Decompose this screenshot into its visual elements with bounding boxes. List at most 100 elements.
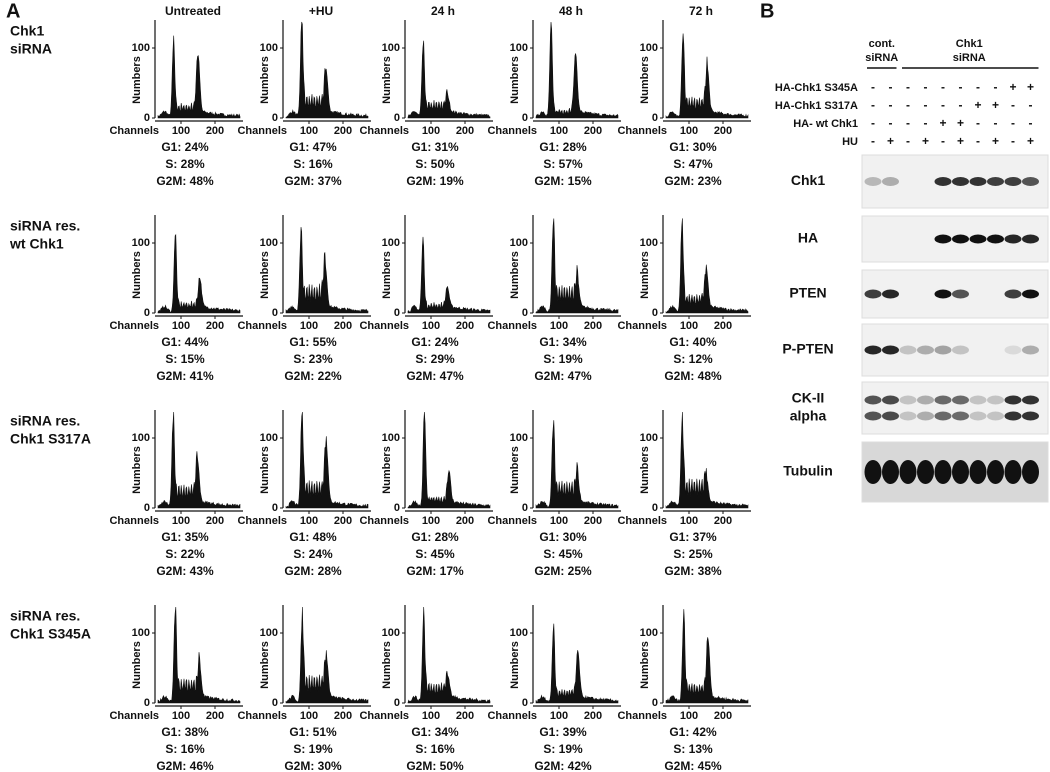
- cell-cycle-percent: G2M: 41%: [156, 369, 214, 383]
- y-tick-label: 100: [260, 432, 278, 444]
- cell-cycle-percent: S: 23%: [293, 352, 333, 366]
- y-tick-label: 100: [382, 237, 400, 249]
- y-axis-label: Numbers: [131, 641, 143, 689]
- treatment-label: HA-Chk1 S345A: [775, 82, 858, 94]
- y-tick-label: 100: [510, 432, 528, 444]
- cell-cycle-percent: S: 57%: [543, 157, 583, 171]
- lane-sign: -: [889, 116, 893, 130]
- y-tick-label: 100: [260, 627, 278, 639]
- y-axis-label: Numbers: [259, 446, 271, 494]
- cell-cycle-percent: S: 13%: [673, 742, 713, 756]
- x-tick-label: 100: [422, 320, 440, 332]
- cell-cycle-percent: G2M: 17%: [406, 564, 464, 578]
- cell-cycle-percent: G1: 42%: [669, 725, 717, 739]
- lane-sign: -: [994, 80, 998, 94]
- cell-cycle-percent: S: 24%: [293, 547, 333, 561]
- band: [1022, 395, 1039, 405]
- x-axis-label: Channels: [487, 125, 537, 137]
- cell-cycle-percent: G1: 30%: [669, 140, 717, 154]
- y-axis-label: Numbers: [259, 56, 271, 104]
- cell-cycle-percent: S: 28%: [165, 157, 205, 171]
- lane-sign: -: [1011, 116, 1015, 130]
- band: [952, 234, 969, 244]
- cell-cycle-percent: G2M: 19%: [406, 174, 464, 188]
- cell-cycle-percent: G2M: 30%: [284, 759, 342, 772]
- lane-sign: +: [957, 134, 964, 148]
- band: [1004, 395, 1022, 405]
- y-tick-label: 100: [382, 432, 400, 444]
- row-label: siRNA res.: [10, 608, 80, 624]
- x-tick-label: 200: [334, 320, 352, 332]
- x-tick-label: 200: [714, 320, 732, 332]
- cell-cycle-percent: G1: 34%: [411, 725, 459, 739]
- x-tick-label: 100: [422, 515, 440, 527]
- lane-sign: -: [871, 98, 875, 112]
- column-header: 72 h: [689, 4, 713, 18]
- y-tick-label: 0: [394, 697, 400, 709]
- y-axis-label: Numbers: [131, 56, 143, 104]
- x-axis-label: Channels: [487, 710, 537, 722]
- band: [917, 395, 934, 405]
- cell-cycle-percent: G1: 28%: [539, 140, 587, 154]
- x-axis-label: Channels: [617, 125, 667, 137]
- x-tick-label: 100: [680, 125, 698, 137]
- y-axis-label: Numbers: [509, 446, 521, 494]
- cell-cycle-percent: G1: 31%: [411, 140, 459, 154]
- x-tick-label: 100: [300, 125, 318, 137]
- y-tick-label: 0: [144, 112, 150, 124]
- x-tick-label: 200: [456, 320, 474, 332]
- blot-background: [861, 381, 1049, 435]
- lane-sign: -: [1029, 116, 1033, 130]
- band: [864, 177, 882, 186]
- y-tick-label: 100: [382, 627, 400, 639]
- y-axis-label: Numbers: [639, 56, 651, 104]
- x-axis-label: Channels: [617, 710, 667, 722]
- lane-sign: -: [959, 80, 963, 94]
- x-tick-label: 100: [172, 320, 190, 332]
- histogram: [665, 609, 749, 704]
- y-tick-label: 0: [394, 307, 400, 319]
- x-tick-label: 100: [550, 320, 568, 332]
- x-axis-label: Channels: [109, 320, 159, 332]
- x-tick-label: 200: [584, 320, 602, 332]
- cell-cycle-percent: S: 12%: [673, 352, 713, 366]
- cell-cycle-percent: G2M: 50%: [406, 759, 464, 772]
- cell-cycle-percent: S: 50%: [415, 157, 455, 171]
- band: [934, 460, 952, 484]
- y-axis-label: Numbers: [381, 251, 393, 299]
- lane-sign: +: [1027, 80, 1034, 94]
- histogram: [407, 40, 491, 119]
- x-tick-label: 100: [300, 710, 318, 722]
- y-tick-label: 100: [510, 42, 528, 54]
- lane-sign: -: [941, 80, 945, 94]
- histogram: [157, 35, 241, 119]
- cell-cycle-percent: G2M: 43%: [156, 564, 214, 578]
- lane-sign: +: [887, 134, 894, 148]
- x-tick-label: 200: [334, 125, 352, 137]
- cell-cycle-percent: S: 16%: [293, 157, 333, 171]
- y-axis-label: Numbers: [639, 251, 651, 299]
- treatment-label: HU: [842, 136, 858, 148]
- x-tick-label: 200: [456, 515, 474, 527]
- histogram: [285, 411, 369, 509]
- cell-cycle-percent: G1: 35%: [161, 530, 209, 544]
- band: [1022, 177, 1039, 186]
- x-tick-label: 200: [206, 710, 224, 722]
- x-axis-label: Channels: [359, 320, 409, 332]
- histogram: [285, 606, 369, 704]
- band: [864, 411, 882, 421]
- y-tick-label: 0: [652, 502, 658, 514]
- x-tick-label: 100: [680, 515, 698, 527]
- band: [952, 345, 969, 355]
- band: [1004, 234, 1022, 244]
- band: [1004, 460, 1022, 484]
